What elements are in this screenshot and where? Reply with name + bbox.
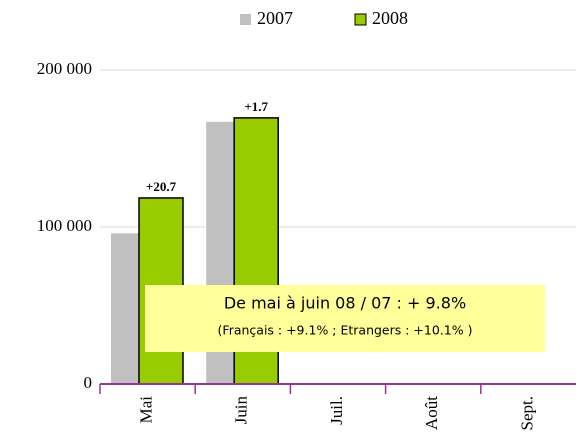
change-label: +20.7 <box>146 179 177 194</box>
y-tick-label: 100 000 <box>37 216 92 235</box>
legend-label: 2008 <box>372 8 408 28</box>
annotation-box <box>145 285 545 352</box>
legend-swatch <box>354 13 367 26</box>
x-tick-label: Juin <box>232 396 251 425</box>
change-label: +1.7 <box>244 99 268 114</box>
legend-label: 2007 <box>257 8 293 28</box>
legend-swatch <box>240 14 251 25</box>
bar <box>111 233 139 384</box>
x-tick-label: Août <box>422 396 441 430</box>
annotation-line: (Français : +9.1% ; Etrangers : +10.1% ) <box>218 323 473 338</box>
x-tick-label: Sept. <box>517 396 536 430</box>
annotation-line: De mai à juin 08 / 07 : + 9.8% <box>224 294 466 313</box>
y-tick-label: 0 <box>84 373 93 392</box>
y-tick-label: 200 000 <box>37 59 92 78</box>
x-tick-label: Juil. <box>327 396 346 425</box>
x-tick-label: Mai <box>137 396 156 424</box>
